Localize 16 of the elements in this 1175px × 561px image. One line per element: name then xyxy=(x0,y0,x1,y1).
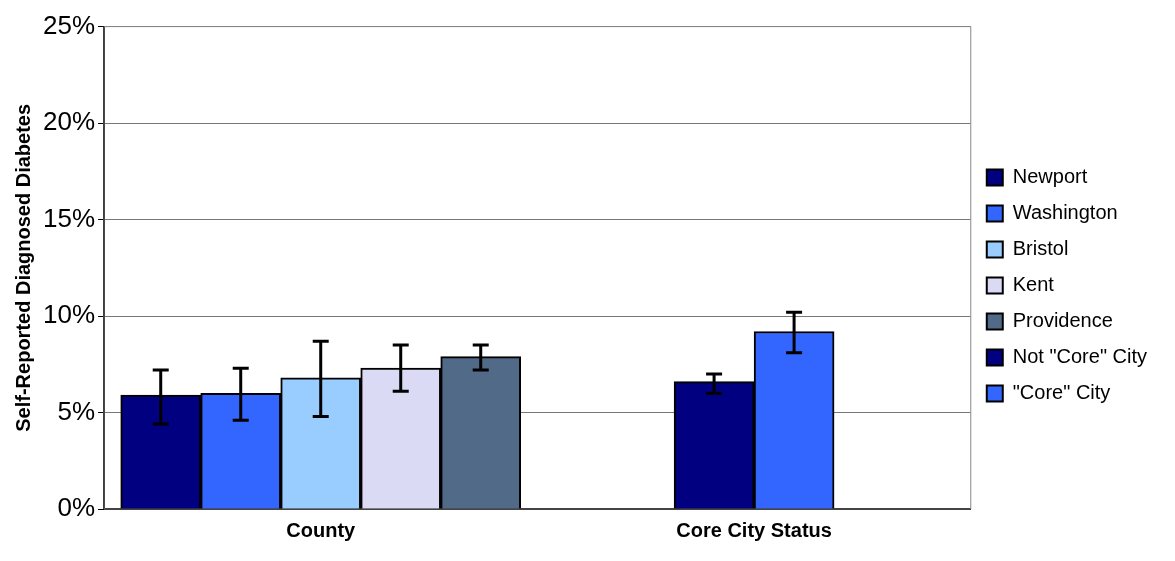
legend-label: Providence xyxy=(1012,309,1113,332)
y-tick-label: 10% xyxy=(42,299,96,330)
y-tick-label: 25% xyxy=(42,9,96,40)
legend-label: Not "Core" City xyxy=(1012,345,1148,368)
y-tick-label: 5% xyxy=(57,395,96,426)
legend-label: Bristol xyxy=(1012,237,1069,260)
legend-label: Kent xyxy=(1012,273,1055,296)
y-tick-label: 15% xyxy=(42,202,96,233)
y-tick-label: 0% xyxy=(57,492,96,523)
legend-label: "Core" City xyxy=(1012,381,1111,404)
x-tick-label: Core City Status xyxy=(676,518,832,541)
y-axis-title: Self-Reported Diagnosed Diabetes xyxy=(11,103,34,432)
legend-label: Washington xyxy=(1012,201,1118,224)
y-tick-label: 20% xyxy=(42,106,96,137)
legend-label: Newport xyxy=(1012,165,1088,188)
x-tick-label: County xyxy=(286,518,357,541)
